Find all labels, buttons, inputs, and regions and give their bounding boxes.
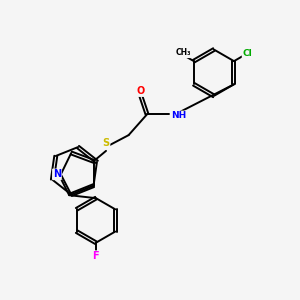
Text: N: N bbox=[53, 169, 61, 179]
Text: Cl: Cl bbox=[242, 49, 252, 58]
Text: F: F bbox=[93, 251, 99, 261]
Text: S: S bbox=[102, 138, 110, 148]
Text: CH₃: CH₃ bbox=[176, 49, 191, 58]
Text: O: O bbox=[136, 86, 145, 96]
Text: NH: NH bbox=[171, 111, 187, 120]
